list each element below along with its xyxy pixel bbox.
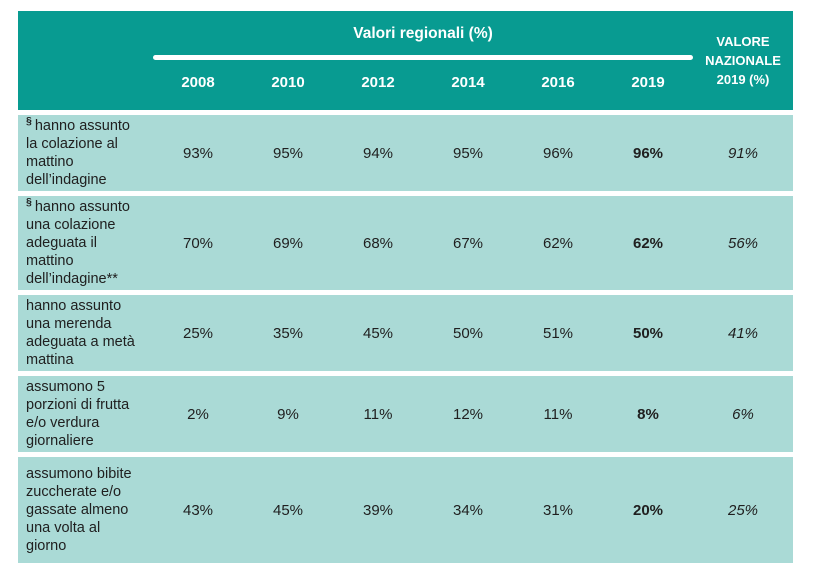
row-label-text: assumono bibite zuccherate e/o gassate a… bbox=[26, 466, 132, 554]
value-2019: 20% bbox=[632, 501, 664, 519]
column-header-national: VALORE NAZIONALE 2019 (%) bbox=[705, 34, 781, 87]
value-national: 56% bbox=[727, 234, 759, 252]
table-row-midmorning-snack: hanno assunto una merenda adeguata a met… bbox=[18, 295, 793, 371]
value-2016: 96% bbox=[542, 144, 574, 162]
header-corner-spacer bbox=[18, 11, 153, 110]
table-row-breakfast: § hanno assunto la colazione al mattino d… bbox=[18, 115, 793, 191]
value-2012: 94% bbox=[362, 144, 394, 162]
value-2008: 93% bbox=[182, 144, 214, 162]
value-2008: 2% bbox=[187, 405, 209, 423]
row-label: § hanno assunto una colazione adeguata il… bbox=[18, 196, 153, 290]
value-2019: 50% bbox=[632, 324, 664, 342]
value-2019: 8% bbox=[637, 405, 659, 423]
value-2019: 62% bbox=[632, 234, 664, 252]
year-columns-row: 2008 2010 2012 2014 2016 2019 bbox=[153, 74, 693, 92]
row-label-text: hanno assunto una merenda adeguata a met… bbox=[26, 298, 135, 368]
value-2014: 50% bbox=[452, 324, 484, 342]
row-label: § hanno assunto la colazione al mattino d… bbox=[18, 115, 153, 191]
value-national: 25% bbox=[727, 501, 759, 519]
column-header-2012: 2012 bbox=[361, 74, 395, 91]
value-2019: 96% bbox=[632, 144, 664, 162]
section-mark: § bbox=[26, 196, 32, 209]
section-mark: § bbox=[26, 115, 32, 128]
row-label: hanno assunto una merenda adeguata a met… bbox=[18, 295, 153, 371]
value-national: 6% bbox=[732, 405, 754, 423]
value-2012: 45% bbox=[362, 324, 394, 342]
value-2012: 39% bbox=[362, 501, 394, 519]
value-2010: 35% bbox=[272, 324, 304, 342]
row-label-text: hanno assunto una colazione adeguata il … bbox=[26, 199, 130, 287]
column-header-2010: 2010 bbox=[271, 74, 305, 91]
value-2016: 11% bbox=[543, 405, 573, 423]
value-2016: 51% bbox=[542, 324, 574, 342]
value-2012: 68% bbox=[362, 234, 394, 252]
years-header-group: Valori regionali (%) 2008 2010 2012 2014… bbox=[153, 11, 693, 110]
value-2012: 11% bbox=[363, 405, 393, 423]
table-title: Valori regionali (%) bbox=[353, 25, 493, 42]
column-header-2008: 2008 bbox=[181, 74, 215, 91]
value-2010: 95% bbox=[272, 144, 304, 162]
value-2010: 45% bbox=[272, 501, 304, 519]
table-row-adequate-breakfast: § hanno assunto una colazione adeguata il… bbox=[18, 196, 793, 290]
value-2016: 62% bbox=[542, 234, 574, 252]
table-header: Valori regionali (%) 2008 2010 2012 2014… bbox=[18, 11, 793, 110]
column-header-2014: 2014 bbox=[451, 74, 485, 91]
value-national: 41% bbox=[727, 324, 759, 342]
row-label-text: assumono 5 porzioni di frutta e/o verdur… bbox=[26, 379, 130, 449]
table-row-fruit-vegetables: assumono 5 porzioni di frutta e/o verdur… bbox=[18, 376, 793, 452]
column-header-2016: 2016 bbox=[541, 74, 575, 91]
value-2014: 67% bbox=[452, 234, 484, 252]
row-label: assumono 5 porzioni di frutta e/o verdur… bbox=[18, 376, 153, 452]
value-2008: 70% bbox=[182, 234, 214, 252]
value-2014: 34% bbox=[452, 501, 484, 519]
value-2014: 12% bbox=[452, 405, 484, 423]
value-2014: 95% bbox=[452, 144, 484, 162]
row-label: assumono bibite zuccherate e/o gassate a… bbox=[18, 457, 153, 563]
regional-values-table: Valori regionali (%) 2008 2010 2012 2014… bbox=[18, 11, 793, 563]
value-2008: 43% bbox=[182, 501, 214, 519]
row-label-text: hanno assunto la colazione al mattino de… bbox=[26, 118, 130, 188]
value-national: 91% bbox=[727, 144, 759, 162]
value-2010: 9% bbox=[277, 405, 299, 423]
value-2010: 69% bbox=[272, 234, 304, 252]
table-row-sugary-drinks: assumono bibite zuccherate e/o gassate a… bbox=[18, 457, 793, 563]
value-2016: 31% bbox=[542, 501, 574, 519]
header-divider-bar bbox=[153, 55, 693, 60]
value-2008: 25% bbox=[182, 324, 214, 342]
column-header-2019: 2019 bbox=[631, 74, 665, 91]
